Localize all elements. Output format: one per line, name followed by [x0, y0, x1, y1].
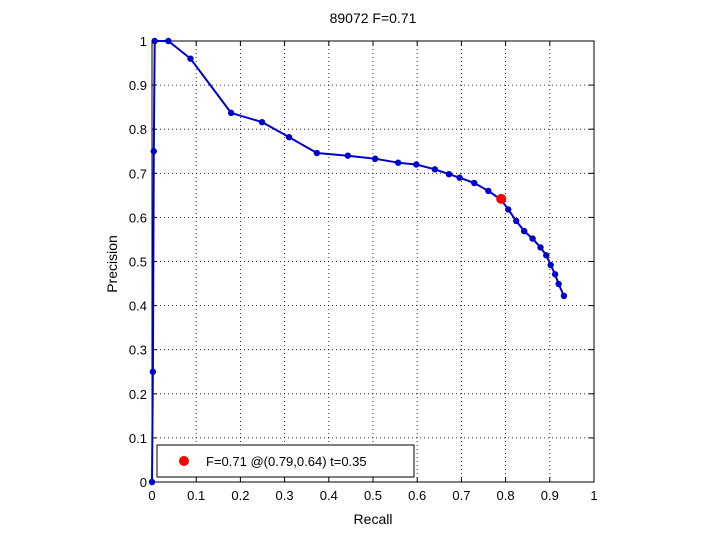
series-point — [520, 227, 528, 235]
series-point — [485, 187, 492, 195]
series-point — [456, 174, 463, 181]
y-tick-label: 0.5 — [129, 255, 147, 270]
series-line — [151, 40, 565, 483]
series-point — [560, 292, 568, 300]
series-point — [394, 159, 402, 166]
series-point — [372, 155, 379, 162]
series-point — [149, 368, 157, 375]
x-tick-label: 0 — [148, 488, 155, 503]
x-tick-label: 0.2 — [231, 488, 249, 503]
series-point — [258, 118, 266, 126]
legend: F=0.71 @(0.79,0.64) t=0.35 — [156, 444, 415, 478]
x-tick-label: 0.7 — [452, 488, 470, 503]
series-point — [344, 152, 352, 159]
series-point — [551, 271, 559, 278]
x-axis: 0 0.1 0.2 0.3 0.4 0.5 0.6 0.7 0.8 0.9 1 — [148, 41, 598, 503]
series-point — [555, 280, 562, 288]
series-point — [431, 166, 439, 173]
series-point — [537, 244, 544, 251]
series-point — [187, 55, 194, 62]
series-point — [151, 37, 158, 45]
series-point — [413, 161, 420, 168]
y-tick-label: 0 — [140, 475, 147, 490]
y-tick-label: 0.7 — [129, 166, 147, 181]
x-tick-label: 0.6 — [408, 488, 426, 503]
y-tick-label: 0.3 — [129, 343, 147, 358]
series-point — [547, 261, 554, 269]
series-point — [150, 148, 157, 155]
y-tick-label: 0.6 — [129, 210, 147, 225]
series-point — [445, 170, 453, 178]
optimal-f-point — [496, 193, 507, 204]
series-point — [165, 37, 172, 45]
x-tick-label: 0.1 — [187, 488, 205, 503]
y-tick-label: 1 — [140, 34, 147, 49]
series-point — [148, 478, 156, 486]
y-tick-label: 0.2 — [129, 387, 147, 402]
y-tick-label: 0.1 — [129, 431, 147, 446]
x-tick-label: 0.5 — [364, 488, 382, 503]
x-tick-label: 0.9 — [541, 488, 559, 503]
y-axis-label: Precision — [104, 235, 120, 293]
legend-box — [156, 444, 415, 478]
legend-label: F=0.71 @(0.79,0.64) t=0.35 — [206, 454, 367, 469]
y-tick-label: 0.8 — [129, 122, 147, 137]
plot-area — [148, 37, 568, 486]
series-point — [227, 109, 235, 117]
series-point — [285, 133, 293, 141]
y-axis: 0 0.1 0.2 0.3 0.4 0.5 0.6 0.7 0.8 0.9 1 — [129, 34, 594, 490]
series-point — [471, 179, 478, 187]
legend-marker — [179, 456, 189, 466]
series-point — [543, 252, 550, 259]
y-tick-label: 0.9 — [129, 78, 147, 93]
series-point — [505, 206, 512, 213]
series-point — [529, 235, 536, 242]
x-tick-label: 0.3 — [276, 488, 294, 503]
chart-title: 89072 F=0.71 — [330, 10, 417, 26]
x-tick-label: 0.8 — [497, 488, 515, 503]
y-tick-label: 0.4 — [129, 299, 147, 314]
series-point — [513, 217, 520, 225]
series-point — [313, 149, 321, 157]
x-tick-label: 1 — [590, 488, 597, 503]
x-tick-label: 0.4 — [320, 488, 338, 503]
grid — [152, 41, 594, 482]
x-axis-label: Recall — [354, 511, 393, 527]
